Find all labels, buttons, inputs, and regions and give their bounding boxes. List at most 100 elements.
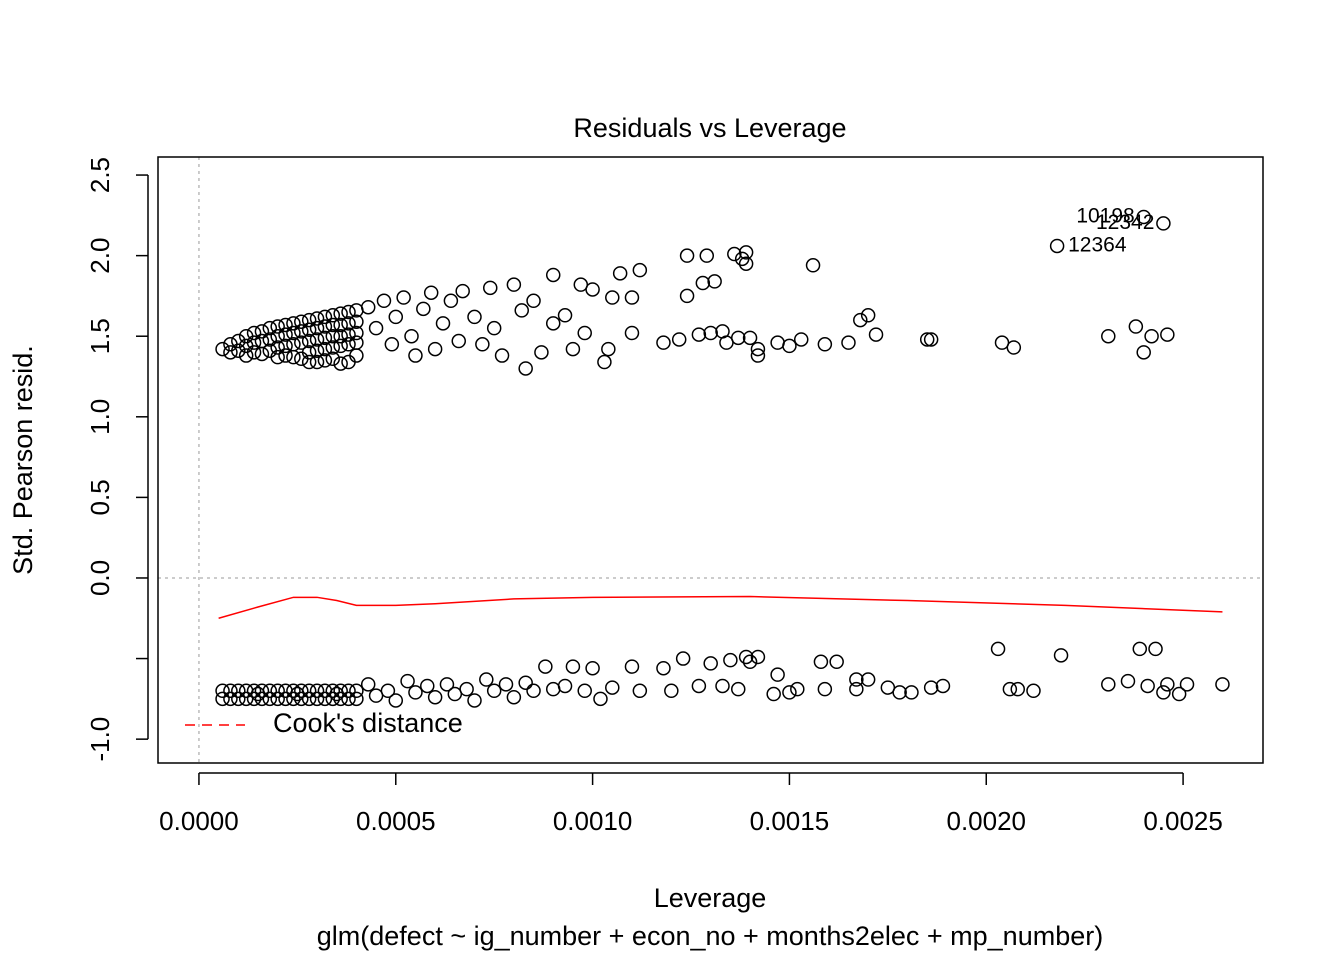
point bbox=[790, 681, 805, 697]
chart-title: Residuals vs Leverage bbox=[573, 113, 846, 143]
point bbox=[443, 293, 459, 309]
point bbox=[593, 691, 608, 707]
point bbox=[545, 267, 561, 283]
point bbox=[325, 317, 341, 333]
y-tick-label: 2.5 bbox=[85, 157, 115, 193]
point bbox=[612, 266, 628, 281]
point bbox=[325, 351, 341, 367]
point bbox=[459, 681, 474, 697]
point bbox=[294, 335, 309, 350]
point bbox=[1049, 238, 1065, 254]
point bbox=[1002, 681, 1018, 697]
point bbox=[278, 338, 293, 354]
point bbox=[935, 678, 951, 694]
point bbox=[384, 337, 400, 352]
point bbox=[270, 340, 285, 355]
point bbox=[817, 681, 833, 697]
point bbox=[656, 660, 671, 676]
point bbox=[325, 691, 341, 707]
point bbox=[1101, 328, 1116, 344]
point bbox=[349, 348, 364, 363]
point bbox=[624, 659, 640, 674]
point bbox=[904, 685, 919, 700]
point bbox=[294, 324, 309, 339]
point bbox=[557, 308, 573, 323]
point bbox=[309, 354, 325, 370]
point bbox=[601, 341, 616, 357]
point bbox=[632, 683, 648, 699]
point bbox=[923, 680, 939, 695]
point bbox=[317, 309, 333, 325]
x-tick-label: 0.0025 bbox=[1143, 806, 1223, 836]
point bbox=[270, 691, 285, 707]
point bbox=[368, 320, 384, 336]
point bbox=[731, 681, 746, 697]
point bbox=[400, 673, 415, 689]
point bbox=[333, 356, 348, 371]
point bbox=[309, 320, 325, 336]
point bbox=[727, 246, 742, 262]
point bbox=[860, 672, 876, 687]
point bbox=[853, 312, 868, 328]
point bbox=[750, 341, 766, 357]
point bbox=[1120, 673, 1136, 689]
point bbox=[341, 316, 356, 331]
point bbox=[317, 319, 333, 334]
y-tick-label: 2.0 bbox=[85, 238, 115, 274]
point bbox=[518, 675, 533, 690]
point bbox=[498, 677, 514, 692]
x-axis-label: Leverage bbox=[654, 883, 767, 913]
point bbox=[494, 348, 510, 363]
point bbox=[679, 248, 695, 263]
point bbox=[294, 691, 309, 707]
point bbox=[1006, 340, 1022, 355]
point bbox=[715, 678, 730, 694]
point bbox=[215, 691, 230, 707]
point bbox=[254, 683, 270, 699]
point bbox=[793, 332, 809, 347]
point bbox=[782, 685, 797, 700]
point bbox=[892, 685, 907, 700]
point bbox=[294, 683, 309, 699]
point bbox=[333, 338, 348, 354]
point bbox=[262, 332, 278, 347]
point bbox=[805, 258, 821, 273]
point bbox=[301, 345, 317, 360]
y-tick-label: 0.5 bbox=[85, 479, 115, 515]
point bbox=[1148, 641, 1163, 657]
point bbox=[841, 335, 856, 350]
point bbox=[813, 654, 829, 670]
point bbox=[278, 327, 293, 342]
point bbox=[923, 332, 939, 347]
point bbox=[231, 333, 246, 349]
point bbox=[691, 678, 707, 694]
point bbox=[467, 309, 482, 325]
point bbox=[262, 320, 278, 336]
point bbox=[250, 686, 266, 702]
point bbox=[1179, 677, 1195, 692]
x-tick-label: 0.0020 bbox=[946, 806, 1026, 836]
point bbox=[349, 314, 364, 329]
point bbox=[817, 337, 833, 352]
point bbox=[605, 680, 620, 695]
point bbox=[585, 282, 600, 297]
point bbox=[750, 649, 766, 665]
point bbox=[404, 328, 419, 344]
point bbox=[742, 654, 758, 670]
point bbox=[467, 693, 482, 708]
point bbox=[333, 683, 348, 699]
point bbox=[408, 685, 423, 700]
point bbox=[506, 689, 522, 705]
point bbox=[317, 353, 333, 368]
point bbox=[750, 348, 766, 363]
point bbox=[624, 325, 640, 341]
point bbox=[360, 677, 376, 692]
point bbox=[278, 348, 293, 363]
point bbox=[246, 683, 262, 699]
point bbox=[309, 332, 325, 347]
point bbox=[731, 330, 746, 346]
point bbox=[1144, 328, 1159, 344]
point bbox=[333, 306, 348, 321]
point bbox=[309, 343, 325, 358]
